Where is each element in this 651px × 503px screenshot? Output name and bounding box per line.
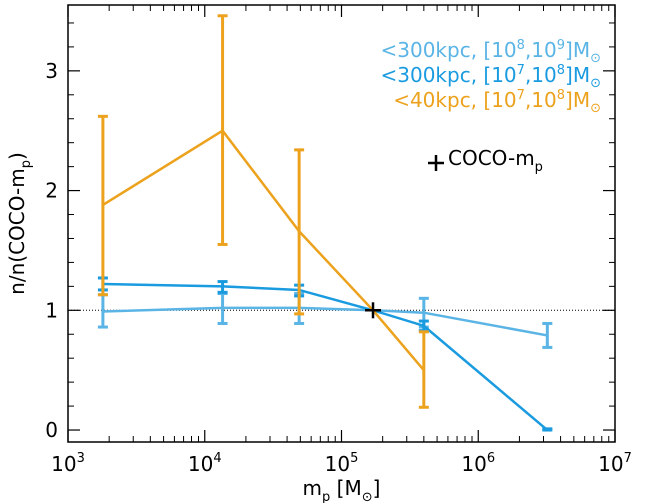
y-tick-label: 1 [45,298,58,322]
series-line [102,306,548,337]
y-tick-label: 0 [45,418,58,442]
y-tick-label: 2 [45,179,58,203]
y-axis-title-post: ) [5,152,29,160]
x-axis-title-main: m [303,476,322,500]
x-axis-title-sub: p [322,490,330,503]
legend-entry-series-1: <300kpc, [108,109]M⊙ [380,38,601,66]
series-line [102,282,549,431]
legend-entry-series-3: <40kpc, [107,108]M⊙ [393,88,601,116]
y-axis-title-pre: n/n(COCO-m [5,168,29,295]
x-tick-label: 104 [188,451,222,476]
series-1 [97,292,553,349]
x-tick-label: 103 [51,451,85,476]
x-axis-title: mp [M⊙] [303,476,381,503]
x-axis-title-unit-close: ] [373,476,381,500]
plus-marker-icon [428,155,444,171]
series-2 [97,276,553,432]
ticks-layer: 103 104 105 106 107 0 1 2 3 [45,5,632,476]
marker-layer [365,302,382,319]
y-axis-title-sub: p [19,160,34,168]
reference-marker-label: COCO-mp [448,146,543,175]
legend-entry-series-2: <300kpc, [107,108]M⊙ [380,63,601,91]
x-tick-label: 106 [461,451,495,476]
y-axis-title: n/n(COCO-mp) [5,152,34,295]
y-tick-label: 3 [45,59,58,83]
x-axis-title-unit-open: [M [330,476,361,500]
x-axis-title-unit-sym: ⊙ [362,490,373,503]
reference-marker-legend: COCO-mp [428,146,543,175]
legend: <300kpc, [108,109]M⊙ <300kpc, [107,108]M… [380,38,601,116]
x-tick-label: 105 [325,451,359,476]
series-3 [97,14,429,409]
series-line [102,129,425,371]
series-layer [97,14,553,432]
x-tick-label: 107 [598,451,632,476]
